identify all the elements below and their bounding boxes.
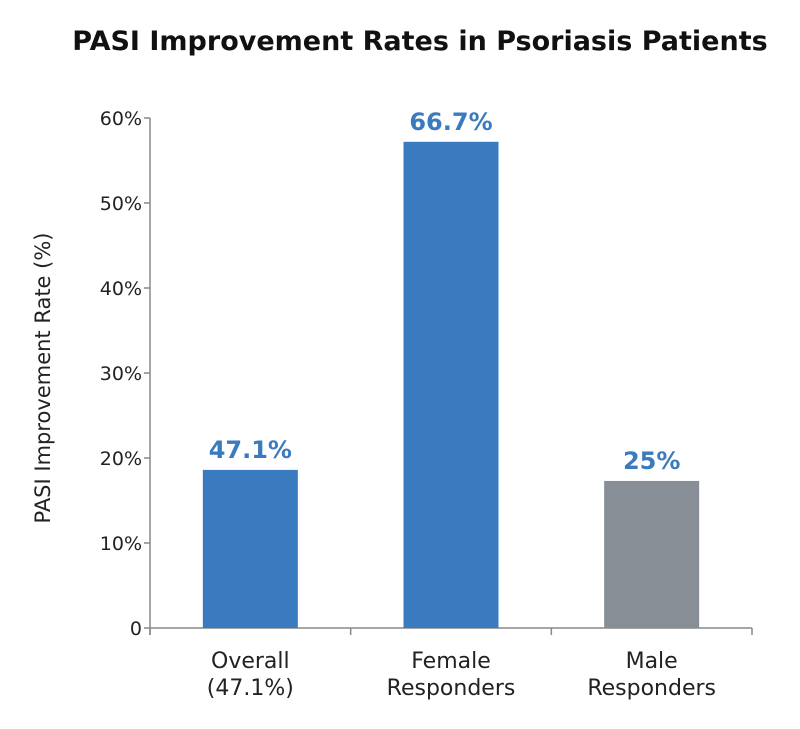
x-tick-label: Male Responders [587, 649, 716, 701]
x-tick-label: Overall (47.1%) [207, 649, 294, 701]
y-tick-label: 20% [100, 448, 142, 470]
bar [604, 480, 700, 628]
bars [202, 141, 700, 629]
x-tick-label: Female Responders [387, 649, 516, 701]
y-tick-label: 40% [100, 278, 142, 300]
x-axis: Overall (47.1%) Female Responders Male Respon… [149, 627, 753, 701]
y-axis: 0 10% 20% 30% 40% 50% 60% [100, 108, 151, 640]
y-tick-label: 60% [100, 108, 142, 130]
chart-title: PASI Improvement Rates in Psoriasis Pati… [72, 26, 767, 57]
bar [202, 469, 298, 628]
data-label: 25% [623, 447, 680, 475]
data-labels: 47.1% 66.7% 25% [209, 108, 681, 475]
y-tick-label: 0 [130, 618, 142, 640]
data-label: 66.7% [409, 108, 492, 136]
y-tick-label: 30% [100, 363, 142, 385]
y-tick-label: 10% [100, 533, 142, 555]
bar [403, 141, 499, 629]
y-axis-label: PASI Improvement Rate (%) [31, 233, 55, 524]
data-label: 47.1% [209, 436, 292, 464]
y-tick-label: 50% [100, 193, 142, 215]
